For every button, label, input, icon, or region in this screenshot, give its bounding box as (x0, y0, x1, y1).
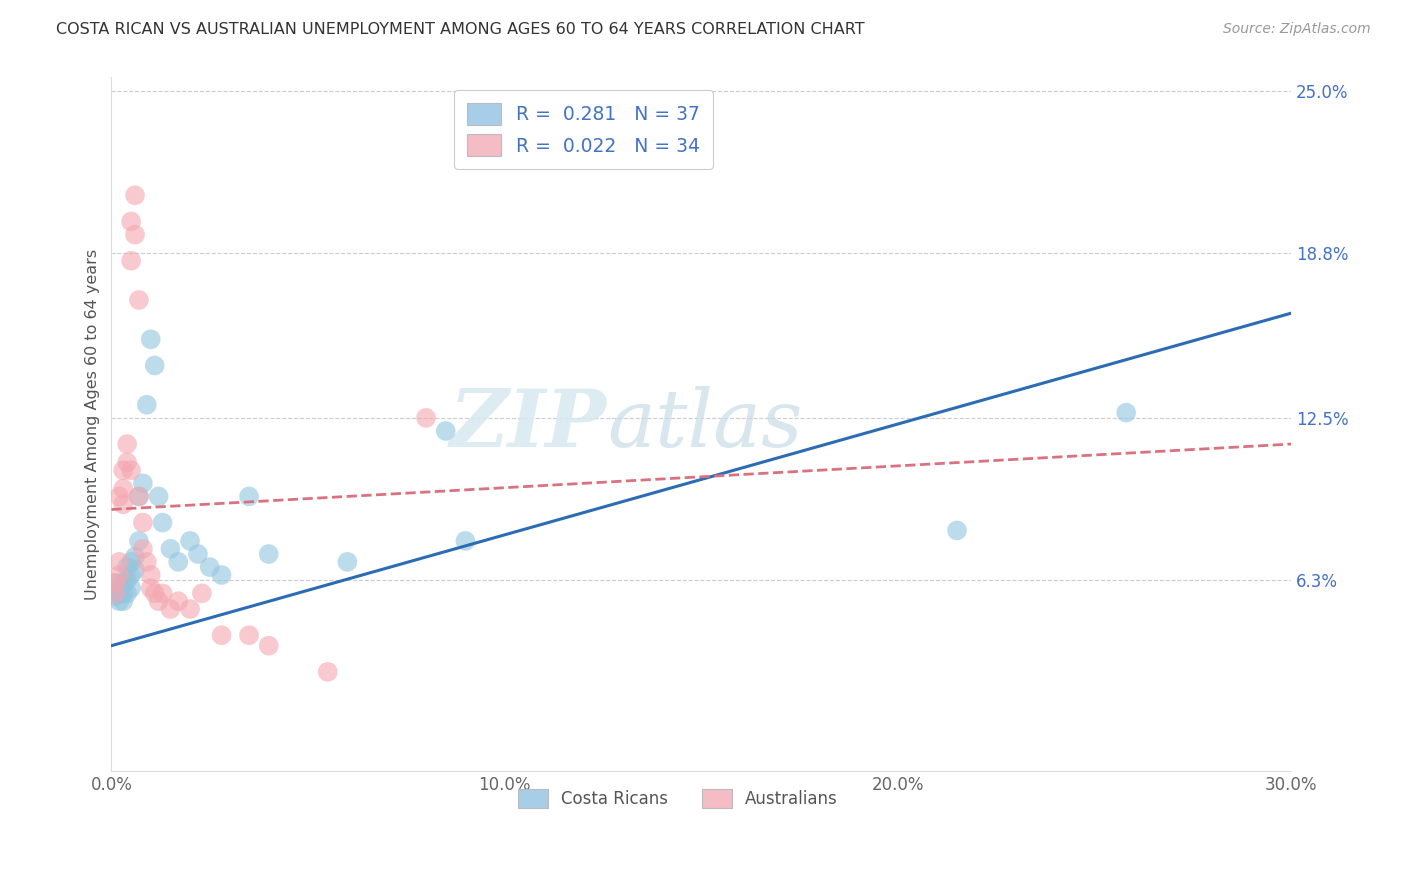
Point (115, 560, 138, 574)
Point (104, 589, 127, 603)
Point (108, 581, 131, 595)
Point (112, 586, 135, 600)
Point (115, 586, 138, 600)
Point (115, 573, 138, 587)
Point (257, 639, 280, 653)
Point (104, 575, 127, 590)
Point (132, 516, 155, 530)
Point (135, 555, 157, 569)
Text: ZIP: ZIP (450, 385, 607, 463)
Point (148, 594, 170, 608)
Point (257, 547, 280, 561)
Point (139, 332, 162, 346)
Point (148, 490, 170, 504)
Point (120, 568, 142, 582)
Point (191, 586, 214, 600)
Point (108, 490, 131, 504)
Y-axis label: Unemployment Among Ages 60 to 64 years: Unemployment Among Ages 60 to 64 years (86, 249, 100, 600)
Point (139, 581, 162, 595)
Point (152, 516, 174, 530)
Point (946, 524, 969, 538)
Point (108, 594, 131, 608)
Point (316, 665, 339, 679)
Text: atlas: atlas (607, 385, 803, 463)
Point (187, 547, 209, 561)
Point (112, 482, 135, 496)
Point (120, 214, 142, 228)
Point (112, 463, 135, 477)
Text: COSTA RICAN VS AUSTRALIAN UNEMPLOYMENT AMONG AGES 60 TO 64 YEARS CORRELATION CHA: COSTA RICAN VS AUSTRALIAN UNEMPLOYMENT A… (56, 22, 865, 37)
Point (120, 581, 142, 595)
Point (143, 359, 166, 373)
Point (124, 549, 146, 564)
Point (167, 594, 190, 608)
Legend: Costa Ricans, Australians: Costa Ricans, Australians (512, 782, 845, 815)
Point (128, 293, 150, 307)
Point (115, 437, 138, 451)
Point (120, 463, 142, 477)
Point (135, 398, 157, 412)
Point (434, 424, 457, 438)
Point (108, 555, 131, 569)
Point (415, 410, 437, 425)
Point (238, 628, 260, 642)
Point (1115, 406, 1137, 420)
Point (128, 490, 150, 504)
Point (211, 628, 233, 642)
Text: Source: ZipAtlas.com: Source: ZipAtlas.com (1223, 22, 1371, 37)
Point (112, 594, 135, 608)
Point (108, 586, 131, 600)
Point (132, 541, 155, 556)
Point (198, 560, 221, 574)
Point (104, 586, 127, 600)
Point (112, 497, 135, 511)
Point (179, 602, 201, 616)
Point (108, 568, 131, 582)
Point (159, 541, 181, 556)
Point (120, 253, 142, 268)
Point (167, 555, 190, 569)
Point (115, 455, 138, 469)
Point (238, 490, 260, 504)
Point (454, 533, 477, 548)
Point (128, 490, 150, 504)
Point (112, 575, 135, 590)
Point (336, 555, 359, 569)
Point (159, 602, 181, 616)
Point (152, 586, 174, 600)
Point (124, 227, 146, 242)
Point (132, 476, 155, 491)
Point (124, 563, 146, 577)
Point (120, 555, 142, 569)
Point (124, 188, 146, 202)
Point (179, 533, 201, 548)
Point (143, 586, 166, 600)
Point (128, 533, 150, 548)
Point (139, 568, 162, 582)
Point (211, 568, 233, 582)
Point (104, 575, 127, 590)
